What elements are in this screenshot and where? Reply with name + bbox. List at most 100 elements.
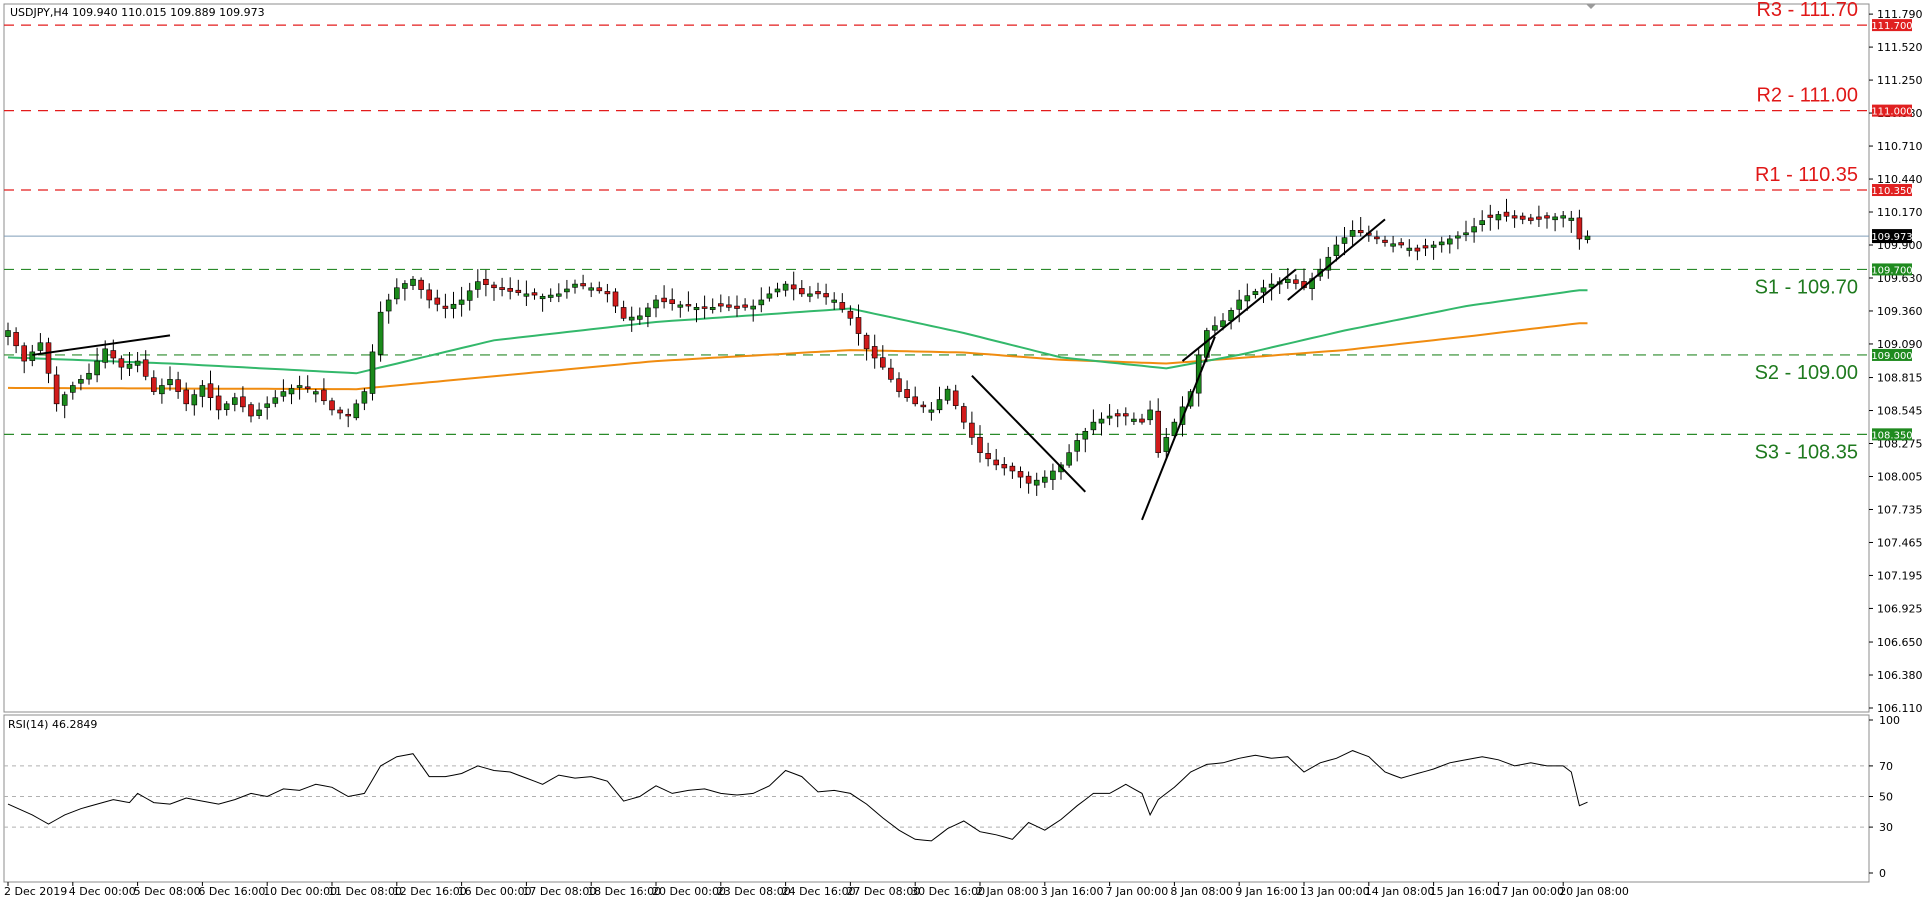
candle <box>1050 463 1056 490</box>
candle <box>78 374 84 391</box>
time-tick-label: 24 Dec 16:00 <box>782 885 856 898</box>
candle <box>1357 216 1364 237</box>
candle <box>1341 226 1348 256</box>
candle <box>159 378 165 404</box>
level-label-0: R3 - 111.70 <box>1756 0 1858 21</box>
candle <box>1471 217 1477 243</box>
svg-text:110.350: 110.350 <box>1871 186 1912 197</box>
candle <box>1414 244 1421 261</box>
candle <box>21 342 28 374</box>
level-labels: R3 - 111.70 R2 - 111.00 R1 - 110.35 S1 - 10… <box>1755 0 1858 463</box>
candle <box>1495 210 1502 230</box>
candle <box>782 281 789 297</box>
shift-marker-icon[interactable] <box>1586 4 1596 9</box>
candle <box>134 351 141 373</box>
price-tick-label: 110.710 <box>1877 140 1922 153</box>
candle <box>1487 204 1494 231</box>
candle <box>977 425 983 463</box>
time-tick-label: 10 Dec 00:00 <box>263 885 337 898</box>
rsi-tick-label: 0 <box>1879 867 1886 880</box>
candle <box>912 386 919 407</box>
candle <box>815 282 821 299</box>
candle <box>564 279 570 299</box>
candle <box>1074 433 1080 462</box>
candle <box>223 401 230 416</box>
candle <box>118 355 125 380</box>
candle <box>1236 289 1242 323</box>
level-label-3: S1 - 109.70 <box>1755 276 1858 298</box>
candle <box>61 391 68 419</box>
candle <box>1463 220 1469 242</box>
rsi-line-group <box>7 750 1588 842</box>
candle <box>474 269 481 298</box>
candle <box>353 399 360 421</box>
candle <box>920 401 927 413</box>
time-tick-label: 18 Dec 16:00 <box>587 885 661 898</box>
candle <box>1155 398 1161 458</box>
candle <box>717 294 724 313</box>
candle <box>1374 230 1380 245</box>
price-tags: 111.700 111.000 110.350 109.700 109.000 108.3… <box>1871 19 1913 441</box>
rsi-line <box>7 750 1588 842</box>
candle <box>1033 472 1040 496</box>
candle <box>515 279 522 296</box>
candle <box>183 382 189 412</box>
candle <box>628 306 635 332</box>
candle <box>580 274 586 290</box>
trend-line-2 <box>1141 336 1216 521</box>
moving-averages <box>7 289 1588 391</box>
candle <box>1090 409 1097 435</box>
candle <box>1438 236 1445 253</box>
level-tag-1: 111.000 <box>1871 104 1913 118</box>
candle <box>345 408 352 428</box>
candle <box>636 307 643 325</box>
candle <box>1382 235 1388 247</box>
candle <box>1479 210 1485 232</box>
candle <box>1082 427 1089 453</box>
svg-text:111.700: 111.700 <box>1871 21 1912 32</box>
candle <box>1025 471 1032 494</box>
candle <box>402 280 408 301</box>
current-price-tag: 109.973 <box>1871 229 1913 244</box>
price-tick-label: 108.815 <box>1877 372 1922 385</box>
time-tick-label: 5 Dec 08:00 <box>134 885 201 898</box>
candle <box>426 283 433 309</box>
candle <box>499 277 505 297</box>
candle <box>612 288 619 313</box>
candle <box>1398 238 1404 249</box>
candle <box>677 300 684 318</box>
candle <box>86 363 92 385</box>
candle <box>207 370 214 411</box>
candle <box>896 372 902 398</box>
candle <box>798 280 805 297</box>
candle <box>726 296 732 312</box>
candle <box>669 288 676 311</box>
candle <box>312 388 319 403</box>
candle <box>1584 230 1591 244</box>
candle <box>969 411 975 445</box>
candle <box>442 293 449 319</box>
candle <box>547 288 554 302</box>
candle <box>256 402 262 420</box>
candle <box>555 283 562 303</box>
candle <box>466 282 473 311</box>
rsi-panel: 100 70 50 30 0 RSI(14) 46.2849 <box>3 714 1900 883</box>
candle <box>1106 404 1113 426</box>
svg-text:108.350: 108.350 <box>1871 430 1912 441</box>
candle <box>385 293 392 324</box>
sr-levels <box>4 24 1869 435</box>
candle <box>944 385 951 405</box>
candle <box>296 375 303 400</box>
candle <box>377 301 384 362</box>
price-tick-label: 110.440 <box>1877 173 1922 186</box>
candle <box>1528 213 1534 225</box>
candle <box>272 390 279 408</box>
candle <box>620 300 627 322</box>
candle <box>1131 412 1137 425</box>
time-tick-label: 23 Dec 08:00 <box>717 885 791 898</box>
candle <box>5 322 11 346</box>
candle <box>1066 444 1072 468</box>
candle <box>1333 236 1340 262</box>
candle <box>329 397 335 416</box>
